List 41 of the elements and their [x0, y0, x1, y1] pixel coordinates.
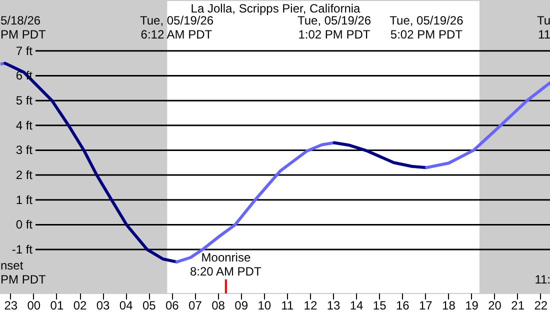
annotation: 5/18/26 PM PDT: [0, 14, 47, 42]
y-tick-label: 4 ft: [16, 118, 34, 132]
x-tick-label: 14: [350, 298, 364, 312]
x-tick-label: 22: [534, 298, 548, 312]
x-tick-label: 05: [142, 298, 156, 312]
y-tick-label: 5 ft: [16, 94, 34, 108]
x-tick-label: 19: [465, 298, 479, 312]
x-tick-label: 18: [442, 298, 456, 312]
y-tick-label: -1 ft: [12, 242, 34, 257]
x-tick-label: 23: [4, 298, 18, 312]
x-tick-label: 21: [511, 298, 525, 312]
x-tick-label: 15: [372, 298, 387, 312]
y-tick-label: 2 ft: [16, 168, 34, 182]
y-tick-label: 1 ft: [16, 192, 34, 207]
annotation: 11:: [534, 272, 550, 286]
annotation: Tue, 05/19/26 1:02 PM PDT: [297, 14, 372, 42]
x-tick-label: 01: [50, 298, 64, 312]
x-tick-label: 02: [73, 298, 88, 312]
annotation: Tue, 05/19/26 6:12 AM PDT: [140, 14, 214, 42]
x-tick-label: 06: [166, 298, 180, 312]
x-tick-label: 04: [119, 298, 134, 312]
x-tick-label: 07: [188, 298, 202, 312]
y-tick-label: 7 ft: [16, 44, 34, 58]
annotation: Tu 11: [536, 14, 550, 42]
x-tick-label: 10: [258, 298, 272, 312]
x-tick-label: 11: [281, 298, 294, 312]
x-tick-label: 12: [304, 298, 318, 312]
x-tick-label: 20: [488, 298, 502, 312]
chart-title: La Jolla, Scripps Pier, California: [190, 2, 361, 16]
y-tick-label: 3 ft: [16, 143, 34, 158]
annotation: Tue, 05/19/26 5:02 PM PDT: [390, 14, 464, 42]
x-tick-label: 17: [419, 298, 433, 312]
y-tick-label: 0 ft: [16, 218, 34, 232]
x-tick-label: 03: [96, 298, 110, 312]
x-tick-label: 16: [396, 298, 410, 312]
x-tick-label: 00: [27, 298, 41, 312]
x-tick-label: 08: [212, 298, 226, 312]
x-tick-label: 13: [326, 298, 340, 312]
annotation: nset PM PDT: [0, 258, 47, 286]
ref-line-label: Moonrise 8:20 AM PDT: [190, 250, 262, 278]
x-tick-label: 09: [234, 298, 248, 312]
